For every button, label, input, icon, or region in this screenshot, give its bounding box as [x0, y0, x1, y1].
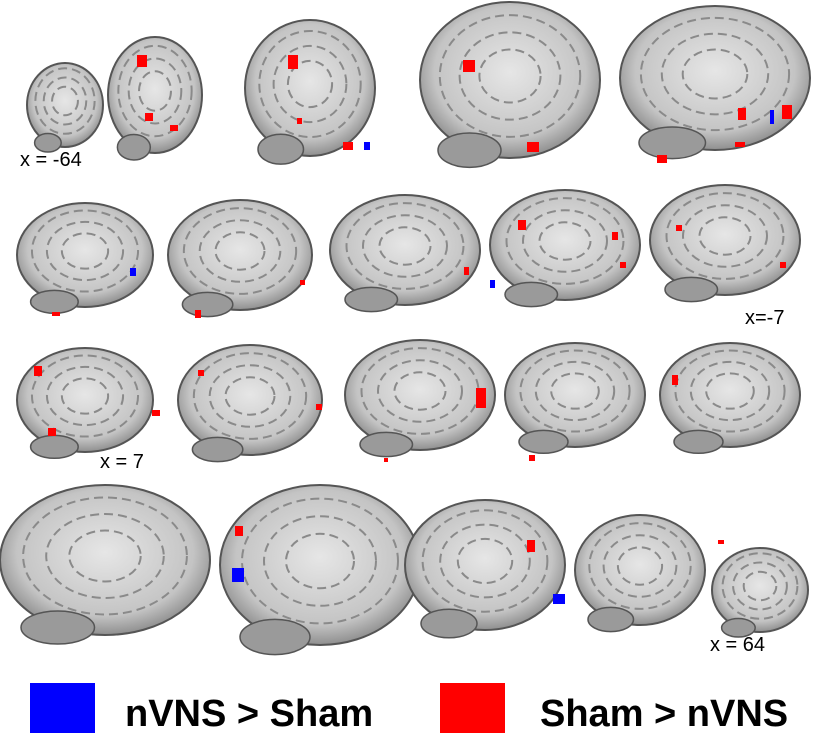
cerebellum	[117, 134, 150, 160]
brain	[490, 190, 640, 300]
activation	[34, 366, 42, 376]
legend-swatch	[30, 683, 95, 733]
activation	[780, 262, 786, 268]
cerebellum	[31, 435, 79, 458]
activation	[198, 370, 204, 376]
activation	[676, 225, 682, 231]
legend-label: Sham > nVNS	[540, 693, 788, 735]
activation	[364, 142, 370, 150]
cerebellum	[665, 277, 718, 301]
cerebellum	[21, 611, 95, 644]
cerebellum	[258, 134, 304, 164]
activation	[288, 55, 298, 69]
activation	[52, 312, 60, 316]
activation	[527, 540, 535, 552]
cerebellum	[588, 607, 634, 631]
slice-label: x = 7	[100, 451, 144, 473]
activation	[316, 404, 322, 410]
cerebellum	[674, 430, 723, 453]
activation	[130, 268, 136, 276]
brain	[220, 485, 420, 645]
activation	[48, 428, 56, 436]
cerebellum	[345, 287, 398, 311]
activation	[464, 267, 469, 275]
slice-label: x = -64	[20, 149, 82, 171]
brain-slices	[0, 2, 810, 655]
activation	[735, 142, 745, 147]
cerebellum	[519, 430, 568, 453]
activation	[476, 388, 486, 408]
cerebellum	[639, 127, 706, 159]
cerebellum	[31, 290, 79, 313]
brain	[420, 2, 600, 158]
activation	[657, 155, 667, 163]
cerebellum	[192, 437, 242, 461]
activation	[235, 526, 243, 536]
activation	[518, 220, 526, 230]
activation	[718, 540, 724, 544]
activation	[529, 455, 535, 461]
activation	[297, 118, 302, 124]
activation	[782, 105, 792, 119]
legend-label: nVNS > Sham	[125, 693, 373, 735]
activation	[672, 375, 678, 385]
legend-swatch	[440, 683, 505, 733]
activation	[553, 594, 565, 604]
activation	[620, 262, 626, 268]
brain	[330, 195, 480, 305]
slice-label: x=-7	[745, 307, 784, 329]
brain	[712, 548, 808, 632]
brain	[0, 485, 210, 635]
brain	[345, 340, 495, 450]
activation	[463, 60, 475, 72]
activation	[343, 142, 353, 150]
brain	[650, 185, 800, 295]
slice-label: x = 64	[710, 634, 765, 656]
cerebellum	[360, 432, 413, 456]
activation	[770, 110, 774, 124]
activation	[232, 568, 244, 582]
activation	[170, 125, 178, 131]
cerebellum	[182, 292, 232, 316]
activation	[300, 280, 305, 285]
activation	[195, 310, 201, 318]
cerebellum	[421, 609, 477, 638]
activation	[137, 55, 147, 67]
figure: x = -64 x=-7 x = 7 x = 64 nVNS > Sham Sh…	[0, 0, 815, 742]
activation	[490, 280, 495, 288]
cerebellum	[240, 619, 310, 654]
activation	[527, 142, 539, 152]
brain	[405, 500, 565, 630]
cerebellum	[438, 133, 501, 167]
brain	[620, 6, 810, 150]
activation	[152, 410, 160, 416]
activation	[738, 108, 746, 120]
cerebellum	[505, 282, 558, 306]
brain	[245, 20, 375, 156]
activation	[384, 458, 388, 462]
activation	[145, 113, 153, 121]
activation	[612, 232, 618, 240]
